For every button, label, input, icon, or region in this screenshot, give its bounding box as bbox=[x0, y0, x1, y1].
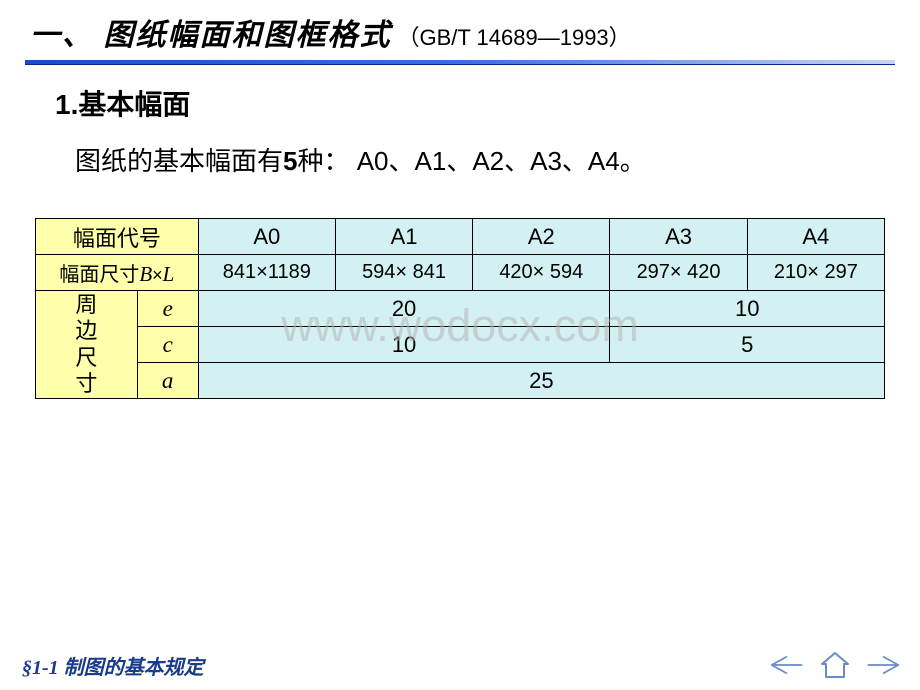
row2-b: B bbox=[139, 262, 152, 286]
cell: A1 bbox=[335, 219, 472, 255]
nav-icons bbox=[770, 650, 900, 680]
row1-label: 幅面代号 bbox=[36, 219, 199, 255]
table-row: 幅面代号 A0 A1 A2 A3 A4 bbox=[36, 219, 885, 255]
cell: 297× 420 bbox=[610, 255, 747, 291]
c-label: c bbox=[137, 327, 198, 363]
cell: 420× 594 bbox=[473, 255, 610, 291]
a-label: a bbox=[137, 363, 198, 399]
a-val: 25 bbox=[198, 363, 884, 399]
footer-label: §1-1 制图的基本规定 bbox=[22, 651, 204, 680]
e-val2: 10 bbox=[610, 291, 885, 327]
prev-icon[interactable] bbox=[770, 650, 804, 680]
cell: 594× 841 bbox=[335, 255, 472, 291]
desc-mid: 种： bbox=[297, 146, 356, 176]
header-divider bbox=[25, 60, 895, 65]
table-row: 幅面尺寸B×L 841×1189 594× 841 420× 594 297× … bbox=[36, 255, 885, 291]
cell: A2 bbox=[473, 219, 610, 255]
table-row: 周边尺寸 e 20 10 bbox=[36, 291, 885, 327]
title-text: 图纸幅面和图框格式 bbox=[104, 19, 392, 52]
cell: A3 bbox=[610, 219, 747, 255]
title-spec: （GB/T 14689—1993） bbox=[398, 20, 631, 52]
e-val1: 20 bbox=[198, 291, 610, 327]
desc-count: 5 bbox=[283, 146, 297, 176]
description: 图纸的基本幅面有5种： A0、A1、A2、A3、A4。 bbox=[75, 141, 895, 178]
desc-sizes: A0、A1、A2、A3、A4。 bbox=[357, 146, 646, 176]
e-label: e bbox=[137, 291, 198, 327]
table-row: a 25 bbox=[36, 363, 885, 399]
row2-c: × bbox=[152, 265, 163, 285]
slide-header: 一、 图纸幅面和图框格式 （GB/T 14689—1993） bbox=[25, 10, 895, 54]
c-val2: 5 bbox=[610, 327, 885, 363]
size-table: 幅面代号 A0 A1 A2 A3 A4 幅面尺寸B×L 841×1189 594… bbox=[35, 218, 885, 399]
cell: 841×1189 bbox=[198, 255, 335, 291]
home-icon[interactable] bbox=[818, 650, 852, 680]
desc-prefix: 图纸的基本幅面有 bbox=[75, 146, 283, 176]
table-row: c 10 5 bbox=[36, 327, 885, 363]
footer: §1-1 制图的基本规定 bbox=[0, 646, 920, 684]
row2-label: 幅面尺寸B×L bbox=[36, 255, 199, 291]
c-val1: 10 bbox=[198, 327, 610, 363]
cell: A0 bbox=[198, 219, 335, 255]
cell: 210× 297 bbox=[747, 255, 884, 291]
next-icon[interactable] bbox=[866, 650, 900, 680]
row2-a: 幅面尺寸 bbox=[59, 264, 139, 286]
section-title: 一、 图纸幅面和图框格式 bbox=[30, 10, 392, 54]
side-label: 周边尺寸 bbox=[36, 291, 138, 399]
sep: 、 bbox=[62, 19, 104, 52]
row2-d: L bbox=[163, 262, 175, 286]
cell: A4 bbox=[747, 219, 884, 255]
subtitle: 1.基本幅面 bbox=[55, 83, 895, 123]
section-num: 一 bbox=[30, 19, 62, 52]
